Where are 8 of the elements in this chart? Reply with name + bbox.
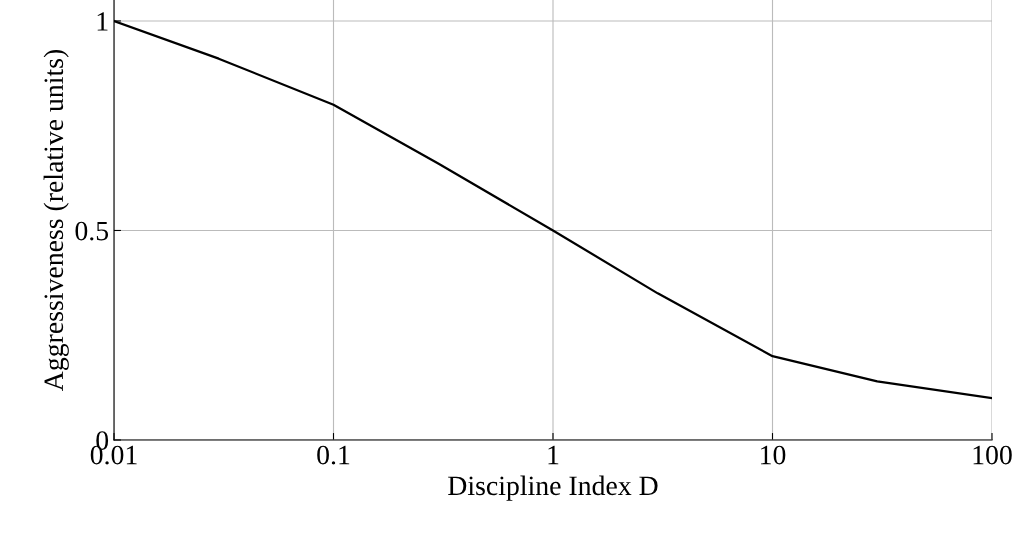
x-axis-title: Discipline Index D bbox=[448, 475, 658, 501]
x-tick-label: 0.1 bbox=[317, 445, 350, 465]
x-tick-label: 100 bbox=[973, 445, 1012, 465]
y-tick-label: 1 bbox=[97, 12, 108, 31]
x-tick-label: 10 bbox=[761, 445, 786, 465]
y-tick-label: 0.5 bbox=[75, 221, 109, 241]
x-tick-label: 1 bbox=[548, 445, 559, 465]
y-axis-title: Aggressiveness (relative units) bbox=[43, 49, 69, 391]
